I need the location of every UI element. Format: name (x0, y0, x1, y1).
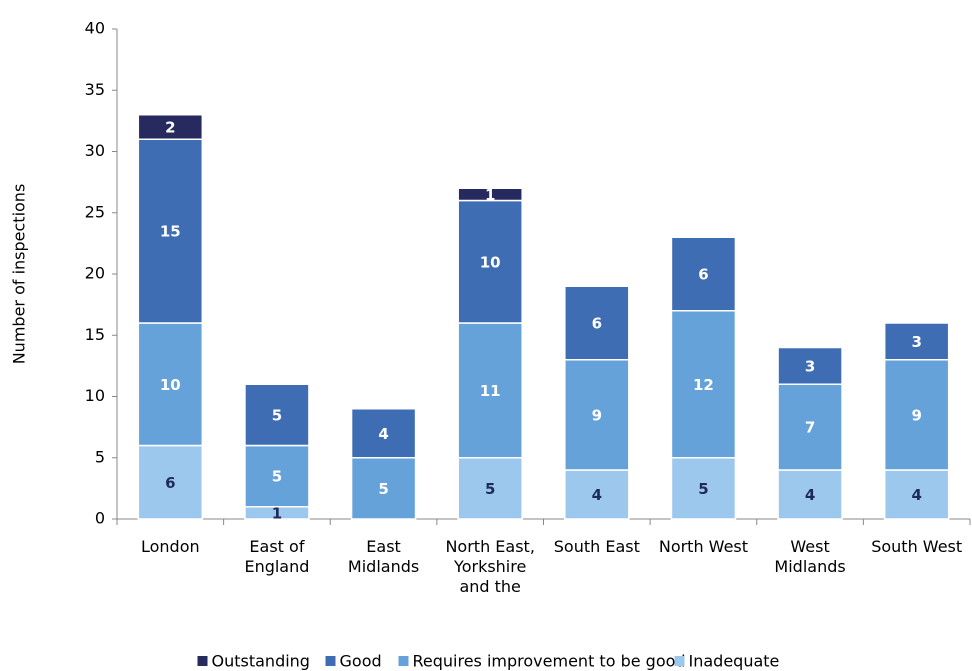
data-label: 1 (272, 504, 282, 522)
data-label: 12 (693, 376, 714, 394)
y-tick-label: 10 (85, 386, 105, 405)
data-label: 5 (272, 406, 282, 424)
data-label: 4 (805, 486, 815, 504)
y-tick-label: 20 (85, 264, 105, 283)
legend-label: Good (340, 652, 382, 671)
legend-swatch (325, 656, 336, 666)
legend-label: Requires improvement to be good (413, 652, 686, 671)
data-label: 5 (272, 468, 282, 486)
data-label: 1 (485, 186, 495, 204)
x-tick-label: North East, Yorkshire and the (445, 537, 535, 596)
data-label: 7 (805, 419, 815, 437)
data-label: 4 (592, 486, 602, 504)
data-label: 9 (592, 406, 602, 424)
x-tick-label: East of England (244, 537, 310, 576)
bar-segment (350, 457, 417, 520)
bar-segment (244, 383, 310, 447)
bar-segment (564, 359, 630, 471)
legend-swatch (197, 656, 208, 666)
bar-segment (883, 359, 950, 471)
bar-segment (137, 114, 204, 140)
x-tick-label: North West (658, 537, 749, 556)
bar-segment (670, 457, 737, 520)
legend-label: Outstanding (212, 652, 310, 671)
y-tick-label: 0 (95, 509, 105, 528)
data-label: 10 (160, 376, 181, 394)
bar-segment (457, 457, 523, 520)
bar-segment (883, 322, 950, 361)
bar-segment (457, 187, 523, 202)
data-label: 6 (592, 315, 602, 333)
x-tick-label: South West (871, 537, 963, 556)
data-label: 9 (911, 406, 921, 424)
y-tick-label: 25 (85, 202, 105, 221)
bar-segment (777, 383, 843, 471)
y-tick-label: 15 (85, 325, 105, 344)
y-tick-label: 40 (85, 19, 105, 38)
data-label: 3 (911, 333, 921, 351)
y-axis-title: Number of inspections (10, 184, 29, 365)
data-label: 5 (485, 480, 495, 498)
data-label: 4 (911, 486, 921, 504)
bar-segment (137, 138, 204, 324)
legend-swatch (398, 656, 409, 666)
legend-swatch (674, 656, 685, 666)
bar-segment (137, 322, 204, 447)
data-label: 3 (805, 357, 815, 375)
data-label: 6 (165, 474, 175, 492)
x-tick-label: South East (553, 537, 640, 556)
bar-segment (777, 469, 843, 520)
y-tick-label: 30 (85, 141, 105, 160)
data-label: 4 (378, 425, 388, 443)
data-label: 10 (480, 253, 501, 271)
bar-segment (244, 444, 310, 508)
data-label: 6 (698, 266, 708, 284)
data-label: 2 (165, 119, 175, 137)
data-label: 5 (378, 480, 388, 498)
x-tick-label: East Midlands (347, 537, 420, 576)
x-tick-label: West Midlands (774, 537, 846, 576)
x-tick-label: London (140, 537, 200, 556)
data-label: 11 (480, 382, 501, 400)
legend-label: Inadequate (689, 652, 780, 671)
data-label: 15 (160, 223, 181, 241)
bar-segment (564, 469, 630, 520)
bar-segment (883, 469, 950, 520)
bar-segment (777, 346, 843, 385)
y-tick-label: 35 (85, 80, 105, 99)
y-tick-label: 5 (95, 447, 105, 466)
bar-segment (670, 236, 737, 312)
bar-segment (457, 322, 523, 459)
bar-segment (564, 285, 630, 361)
data-label: 5 (698, 480, 708, 498)
bar-segment (350, 408, 417, 459)
bar-segment (670, 310, 737, 459)
